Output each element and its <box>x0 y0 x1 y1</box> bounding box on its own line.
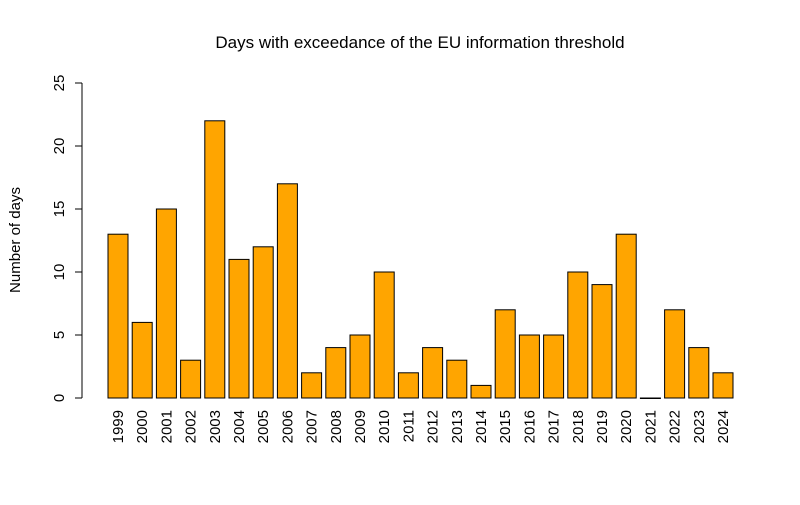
x-tick-label: 2024 <box>715 410 732 443</box>
y-tick-label: 5 <box>51 331 68 339</box>
x-tick-label: 2018 <box>570 410 587 443</box>
bar-2019 <box>591 284 613 399</box>
bar-2009 <box>349 334 371 399</box>
x-tick-label: 2020 <box>618 410 635 443</box>
bar-2021 <box>639 397 661 399</box>
x-tick-label: 2002 <box>183 410 200 443</box>
y-tick-label: 15 <box>51 201 68 218</box>
bar-2017 <box>543 334 565 399</box>
bar-2012 <box>422 347 444 399</box>
y-tick-label: 0 <box>51 394 68 402</box>
bar-2005 <box>252 246 274 399</box>
y-axis: 0 5 10 15 20 25 <box>51 75 83 402</box>
x-tick-label: 2019 <box>594 410 611 443</box>
bar-2000 <box>131 321 153 399</box>
x-tick-label: 1999 <box>110 410 127 443</box>
bar-1999 <box>107 233 129 399</box>
bar-2018 <box>567 271 589 399</box>
bar-2016 <box>518 334 540 399</box>
x-tick-label: 2012 <box>425 410 442 443</box>
x-tick-labels: 1999 2000 2001 2002 2003 2004 2005 2006 2007 2008… <box>110 410 732 443</box>
y-axis-label: Number of days <box>7 187 24 293</box>
x-tick-label: 2021 <box>642 410 659 443</box>
x-tick-label: 2023 <box>691 410 708 443</box>
x-tick-label: 2007 <box>304 410 321 443</box>
bar-2006 <box>276 183 298 399</box>
bar-2023 <box>688 347 710 399</box>
y-tick-label: 25 <box>51 75 68 92</box>
bar-2015 <box>494 309 516 399</box>
y-tick-label: 10 <box>51 264 68 281</box>
x-tick-label: 2015 <box>497 410 514 443</box>
x-tick-label: 2008 <box>328 410 345 443</box>
bar-2010 <box>373 271 395 399</box>
x-tick-label: 2001 <box>158 410 175 443</box>
x-tick-label: 2004 <box>231 410 248 443</box>
x-tick-label: 2016 <box>521 410 538 443</box>
y-tick-label: 20 <box>51 138 68 155</box>
bar-2014 <box>470 384 492 399</box>
x-tick-label: 2009 <box>352 410 369 443</box>
x-tick-label: 2022 <box>667 410 684 443</box>
bar-2022 <box>664 309 686 399</box>
bar-2020 <box>615 233 637 399</box>
chart-title: Days with exceedance of the EU informati… <box>215 33 624 52</box>
x-tick-label: 2014 <box>473 410 490 443</box>
bar-2007 <box>301 372 323 399</box>
x-tick-label: 2010 <box>376 410 393 443</box>
bar-2024 <box>712 372 734 399</box>
bar-2004 <box>228 258 250 399</box>
bar-2013 <box>446 359 468 399</box>
x-tick-label: 2017 <box>546 410 563 443</box>
x-tick-label: 2011 <box>400 410 417 442</box>
x-tick-label: 2005 <box>255 410 272 443</box>
bar-2002 <box>180 359 202 399</box>
bar-2001 <box>155 208 177 399</box>
x-tick-label: 2006 <box>279 410 296 443</box>
bar-2003 <box>204 120 226 399</box>
bars <box>107 120 734 399</box>
x-tick-label: 2003 <box>207 410 224 443</box>
x-tick-label: 2013 <box>449 410 466 443</box>
bar-2011 <box>397 372 419 399</box>
bar-2008 <box>325 347 347 399</box>
x-tick-label: 2000 <box>134 410 151 443</box>
